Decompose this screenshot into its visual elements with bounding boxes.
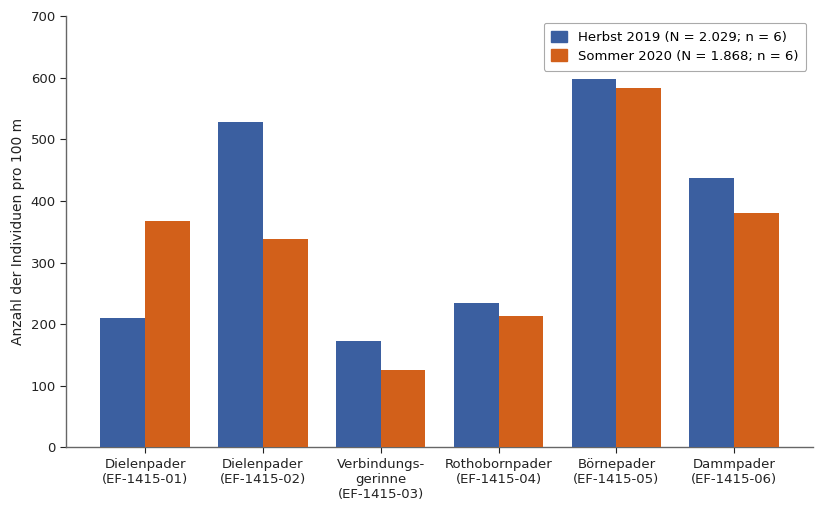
Bar [734,214,779,447]
Bar [572,79,616,447]
Bar [381,371,425,447]
Bar [263,239,307,447]
Bar [145,221,190,447]
Bar [616,88,661,447]
Bar [454,303,499,447]
Bar [690,178,734,447]
Bar [499,316,543,447]
Y-axis label: Anzahl der Individuen pro 100 m: Anzahl der Individuen pro 100 m [11,118,25,346]
Bar [101,318,145,447]
Bar [218,122,263,447]
Legend: Herbst 2019 (N = 2.029; n = 6), Sommer 2020 (N = 1.868; n = 6): Herbst 2019 (N = 2.029; n = 6), Sommer 2… [544,23,807,71]
Bar [336,342,381,447]
